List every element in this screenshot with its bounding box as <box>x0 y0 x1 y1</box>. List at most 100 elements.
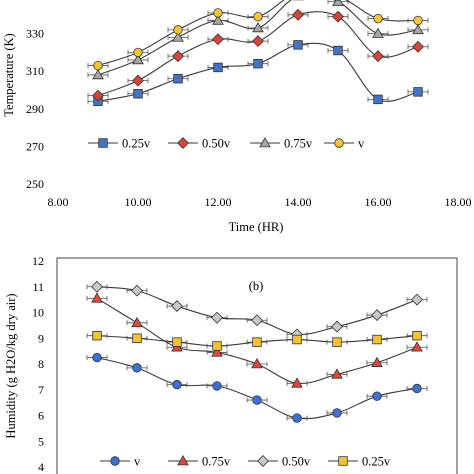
humidity-legend-marker <box>257 455 269 467</box>
temperature-x-tick-label: 8.00 <box>48 195 69 209</box>
humidity-point-v <box>252 395 262 405</box>
humidity-y-tick-label: 5 <box>38 434 44 448</box>
humidity-point-0-50v <box>211 311 223 324</box>
temperature-y-tick-label: 350 <box>26 0 44 3</box>
temperature-point-0-25v <box>173 74 183 84</box>
temperature-y-tick-label: 330 <box>26 27 44 41</box>
humidity-y-ticks: 4 5 6 7 8 9 10 11 12 <box>32 254 44 474</box>
humidity-point-0-25v <box>252 337 262 347</box>
temperature-point-0-25v <box>133 89 143 99</box>
temperature-legend-label: v <box>358 137 365 151</box>
temperature-point-0-50v <box>332 10 344 23</box>
temperature-x-tick-label: 10.00 <box>125 195 152 209</box>
humidity-legend-marker <box>177 455 189 466</box>
temperature-point-0-75v <box>172 31 184 42</box>
humidity-point-0-75v <box>331 368 343 379</box>
temperature-point-0-25v <box>293 40 303 50</box>
temperature-point-0-25v <box>413 87 423 97</box>
temperature-point-0-50v <box>132 74 144 87</box>
temperature-point-0-50v <box>372 50 384 63</box>
humidity-point-0-50v <box>171 300 183 313</box>
temperature-legend-marker <box>259 137 271 148</box>
humidity-point-v <box>212 381 222 391</box>
humidity-legend-label: 0.25v <box>362 455 391 469</box>
temperature-legend-item: 0.25v <box>88 137 151 151</box>
humidity-legend-item: v <box>100 455 141 469</box>
temperature-y-tick-label: 290 <box>26 102 44 116</box>
humidity-point-0-25v <box>372 334 382 345</box>
humidity-point-v <box>372 391 382 401</box>
humidity-y-tick-label: 6 <box>38 409 44 423</box>
temperature-legend-marker <box>98 138 108 148</box>
temperature-legend-marker <box>334 138 344 148</box>
temperature-point-0-50v <box>252 35 264 48</box>
humidity-panel-label: (b) <box>249 279 264 293</box>
humidity-point-0-50v <box>91 280 103 293</box>
temperature-point-0-50v <box>212 33 224 46</box>
temperature-legend-item: v <box>324 137 365 151</box>
humidity-legend: v 0.75v 0.50v 0.25v <box>100 455 391 469</box>
humidity-point-0-25v <box>172 337 182 347</box>
humidity-point-v <box>132 363 142 373</box>
humidity-point-v <box>412 383 422 394</box>
temperature-x-tick-label: 18.00 <box>445 195 472 209</box>
temperature-point-0-75v <box>412 23 424 35</box>
humidity-point-v <box>292 413 302 423</box>
temperature-point-v <box>253 11 263 22</box>
temperature-legend-item: 0.50v <box>168 137 231 151</box>
humidity-point-0-75v <box>131 316 143 328</box>
humidity-point-v <box>172 379 182 390</box>
temperature-point-v <box>133 47 143 58</box>
temperature-legend-marker <box>177 137 189 149</box>
humidity-point-0-50v <box>411 293 423 306</box>
humidity-point-0-25v <box>132 333 142 343</box>
temperature-point-v <box>93 60 103 71</box>
temperature-point-v <box>373 13 383 24</box>
humidity-point-0-50v <box>131 284 143 297</box>
humidity-point-0-75v <box>291 377 303 388</box>
humidity-y-tick-label: 9 <box>38 331 44 345</box>
temperature-x-tick-label: 14.00 <box>285 195 312 209</box>
humidity-point-0-25v <box>212 341 222 351</box>
temperature-legend-item: 0.75v <box>250 137 313 151</box>
temperature-y-tick-label: 270 <box>26 139 44 153</box>
humidity-legend-label: v <box>134 455 141 469</box>
humidity-point-0-75v <box>251 358 263 369</box>
humidity-point-0-75v <box>371 356 383 367</box>
humidity-legend-label: 0.50v <box>282 455 311 469</box>
humidity-point-0-75v <box>411 341 423 352</box>
temperature-point-0-50v <box>292 8 304 21</box>
humidity-legend-item: 0.50v <box>248 455 311 469</box>
temperature-point-0-50v <box>92 89 104 102</box>
temperature-legend-label: 0.25v <box>122 137 151 151</box>
temperature-point-0-75v <box>372 27 384 38</box>
humidity-y-tick-label: 8 <box>38 357 44 371</box>
temperature-y-tick-label: 310 <box>26 64 44 78</box>
temperature-x-axis-title: Time (HR) <box>229 220 284 234</box>
humidity-point-0-50v <box>371 309 383 322</box>
temperature-point-0-50v <box>172 50 184 63</box>
humidity-point-0-25v <box>92 330 102 341</box>
humidity-point-0-25v <box>412 330 422 341</box>
humidity-point-0-75v <box>91 292 103 303</box>
humidity-y-tick-label: 11 <box>32 280 44 294</box>
humidity-point-0-25v <box>332 337 342 347</box>
temperature-y-tick-label: 250 <box>26 177 44 191</box>
humidity-point-0-25v <box>292 334 302 345</box>
temperature-legend: 0.25v 0.50v 0.75v v <box>88 137 365 151</box>
humidity-point-0-50v <box>251 314 263 327</box>
humidity-legend-item: 0.75v <box>168 455 231 469</box>
temperature-point-v <box>213 8 223 18</box>
temperature-y-axis-title: Temperature (K) <box>2 33 16 116</box>
humidity-legend-label: 0.75v <box>202 455 231 469</box>
temperature-point-0-75v <box>332 0 344 6</box>
temperature-point-0-75v <box>252 21 264 33</box>
humidity-y-tick-label: 10 <box>32 306 44 320</box>
humidity-point-0-50v <box>331 320 343 333</box>
humidity-chart: (b) Humidity (g H2O/kg dry air) 4 5 6 7 8 9 10… <box>4 254 458 474</box>
humidity-y-axis-title: Humidity (g H2O/kg dry air) <box>4 293 18 438</box>
humidity-point-0-75v <box>211 346 223 357</box>
temperature-point-0-75v <box>132 53 144 65</box>
humidity-point-v <box>92 352 102 363</box>
